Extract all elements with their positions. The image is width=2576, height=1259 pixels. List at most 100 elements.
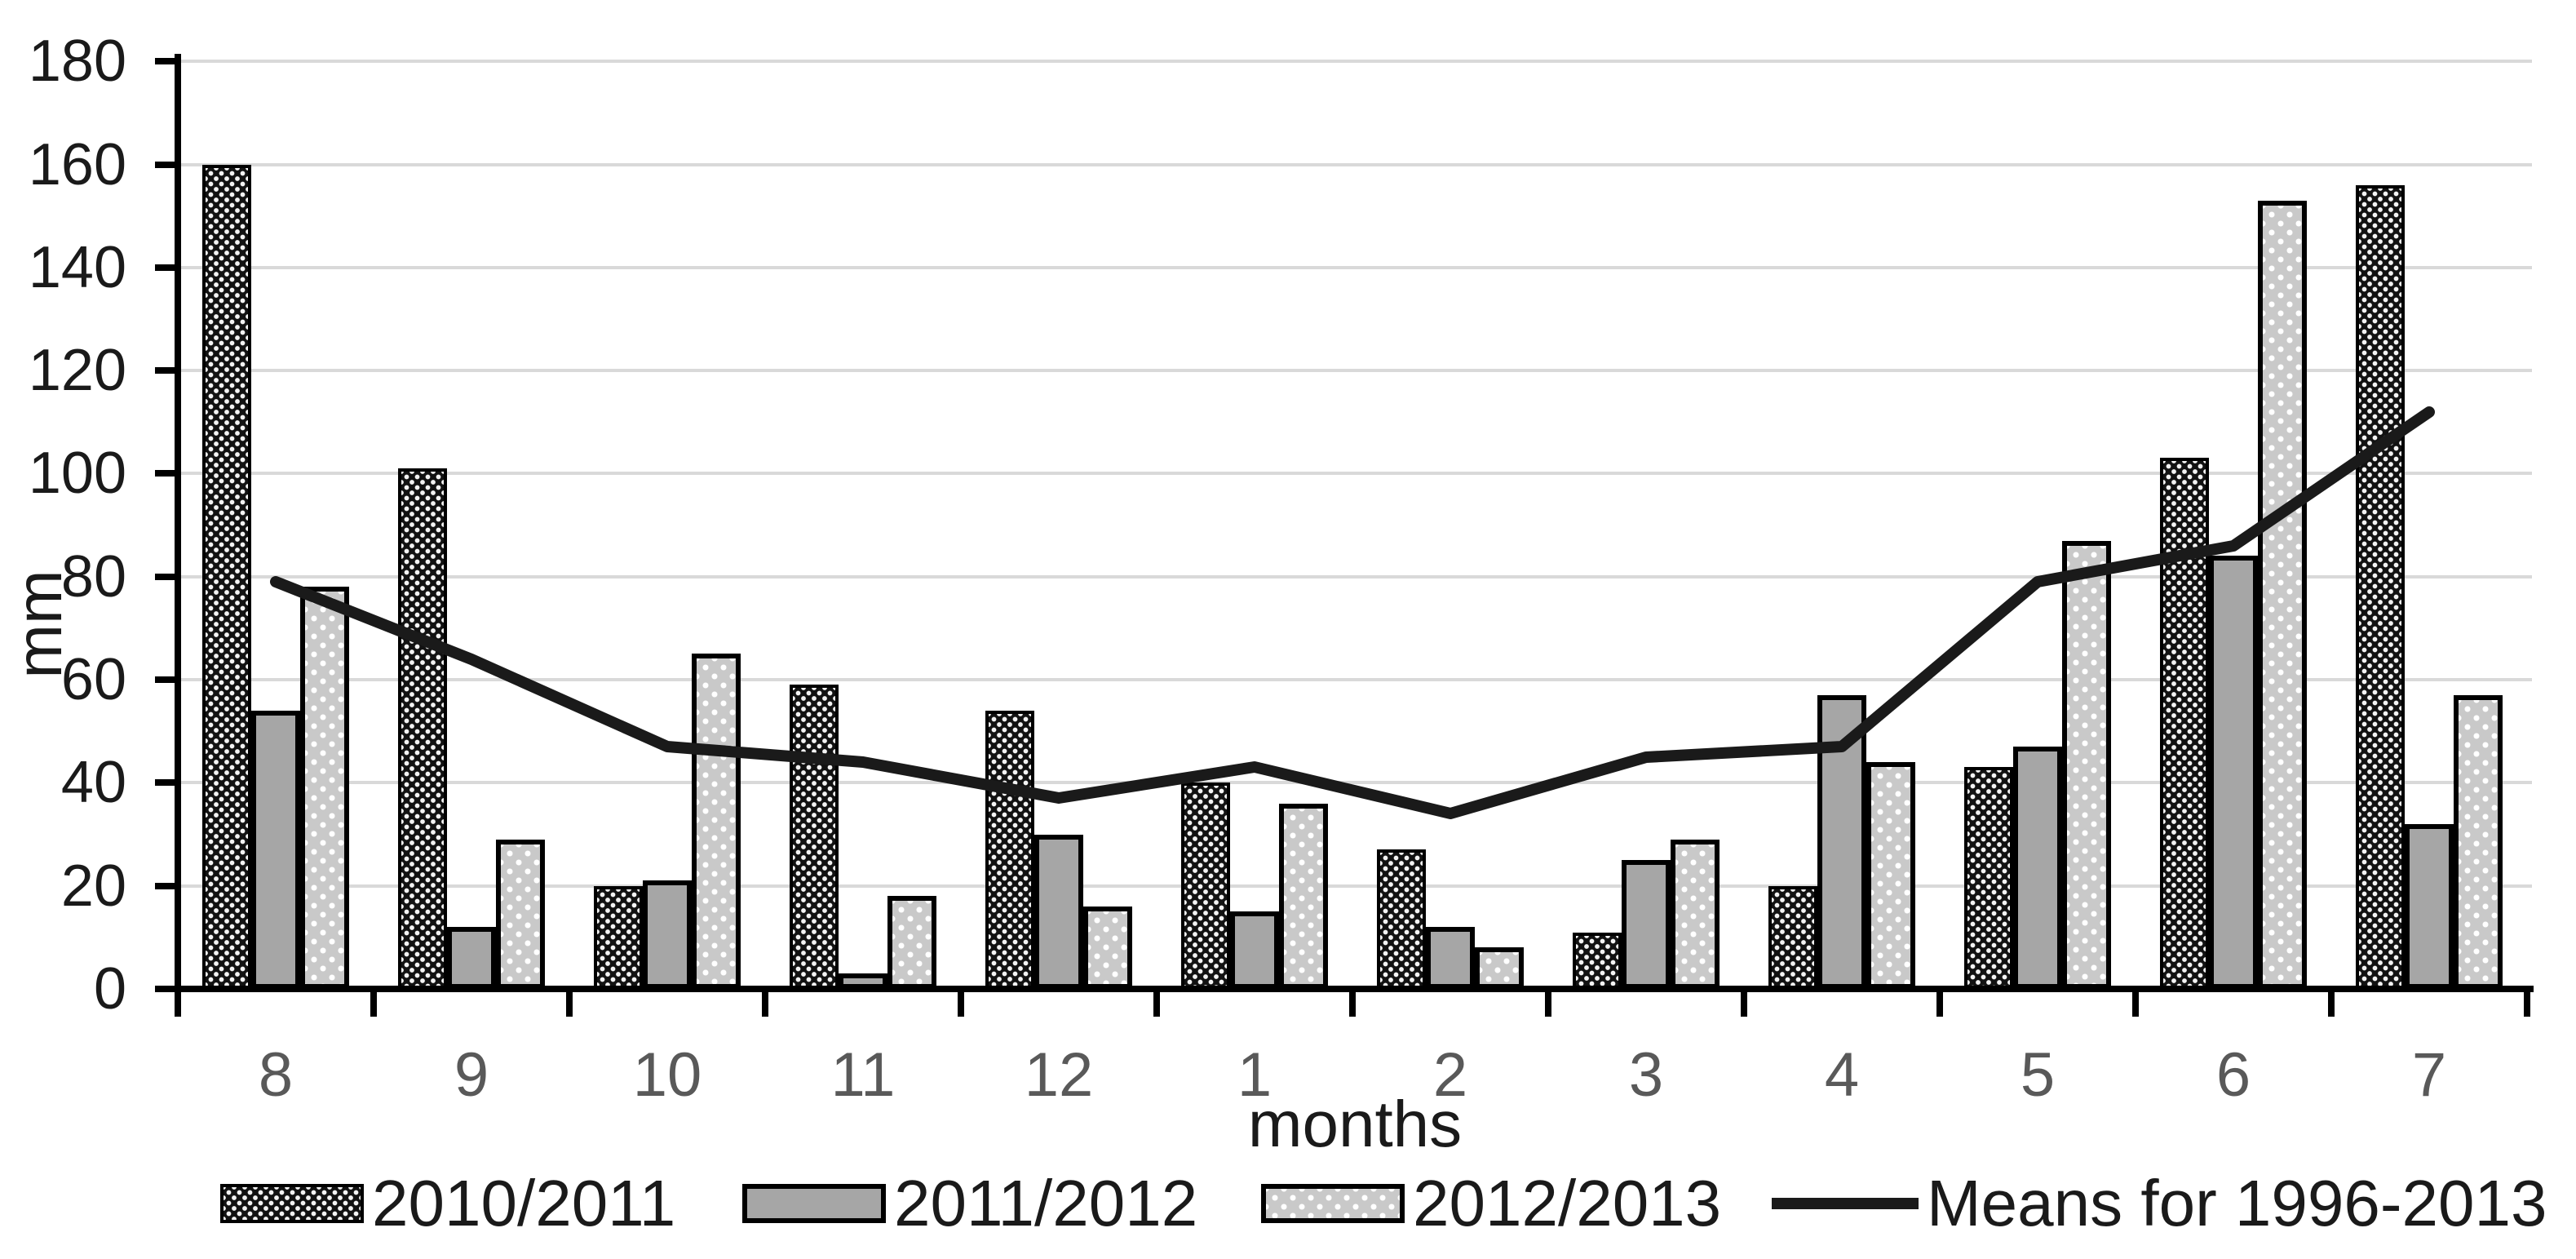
x-tick-label: 11 <box>830 1040 896 1110</box>
y-tick-label: 80 <box>60 544 126 610</box>
bar-2012-2013-month-9 <box>496 840 545 989</box>
bar-2012-2013-month-3 <box>1671 840 1720 989</box>
bar-2011-2012-month-11 <box>839 973 887 989</box>
x-tick <box>370 992 377 1017</box>
y-axis-line <box>175 54 181 992</box>
bar-2011-2012-month-10 <box>643 880 692 989</box>
legend-label: 2012/2013 <box>1413 1167 1722 1239</box>
x-tick-label: 8 <box>258 1040 294 1110</box>
x-tick <box>1153 992 1160 1017</box>
y-tick <box>155 58 178 64</box>
bar-2012-2013-month-11 <box>887 896 936 989</box>
x-tick <box>566 992 573 1017</box>
legend-swatch-light-dots <box>1261 1184 1405 1223</box>
gridline <box>181 369 2532 372</box>
x-tick-label: 1 <box>1237 1040 1273 1110</box>
legend-item-2012-2013: 2012/2013 <box>1261 1167 1721 1240</box>
bar-2010-2011-month-3 <box>1573 933 1622 989</box>
x-tick <box>2132 992 2139 1017</box>
x-tick-label: 7 <box>2411 1040 2447 1110</box>
x-tick <box>175 992 181 1017</box>
bar-2012-2013-month-1 <box>1279 804 1328 989</box>
bar-2012-2013-month-5 <box>2062 541 2111 989</box>
gridline <box>181 60 2532 63</box>
bar-2011-2012-month-2 <box>1426 927 1475 989</box>
bar-2012-2013-month-7 <box>2454 695 2503 989</box>
bar-2010-2011-month-7 <box>2356 185 2405 989</box>
bar-2012-2013-month-12 <box>1083 907 1132 989</box>
y-tick <box>155 676 178 683</box>
bar-2011-2012-month-8 <box>251 711 300 989</box>
x-tick-label: 9 <box>454 1040 489 1110</box>
bar-2011-2012-month-7 <box>2405 824 2454 989</box>
bar-2010-2011-month-10 <box>594 886 643 989</box>
bar-2010-2011-month-8 <box>202 165 251 989</box>
x-tick-label: 10 <box>632 1040 702 1110</box>
bar-2010-2011-month-5 <box>1964 767 2013 989</box>
x-tick <box>2524 992 2530 1017</box>
y-tick-label: 120 <box>28 338 126 403</box>
bar-2010-2011-month-12 <box>985 711 1034 989</box>
legend-swatch-solid-gray <box>742 1184 886 1223</box>
y-tick <box>155 162 178 168</box>
y-tick-label: 20 <box>60 853 126 919</box>
x-tick-label: 5 <box>2020 1040 2056 1110</box>
bar-2012-2013-month-4 <box>1866 762 1915 989</box>
legend-item-2011-2012: 2011/2012 <box>742 1167 1197 1240</box>
x-tick <box>1741 992 1747 1017</box>
x-axis-line <box>175 986 2534 992</box>
y-tick <box>155 470 178 477</box>
bar-2011-2012-month-5 <box>2013 747 2062 989</box>
x-tick <box>958 992 964 1017</box>
gridline <box>181 884 2532 888</box>
x-tick <box>1545 992 1551 1017</box>
bar-2011-2012-month-4 <box>1817 695 1866 989</box>
y-tick-label: 60 <box>60 647 126 712</box>
x-tick <box>1936 992 1943 1017</box>
y-tick-label: 180 <box>28 29 126 94</box>
legend-item-Means for 1996-2013: Means for 1996-2013 <box>1772 1167 2547 1240</box>
bar-2010-2011-month-9 <box>398 468 447 989</box>
bar-2012-2013-month-8 <box>300 587 349 989</box>
legend-label: 2011/2012 <box>894 1167 1198 1239</box>
x-tick-label: 2 <box>1432 1040 1468 1110</box>
x-tick-label: 3 <box>1628 1040 1664 1110</box>
legend-label: 2010/2011 <box>372 1167 676 1239</box>
y-tick-label: 160 <box>28 132 126 197</box>
x-tick <box>1349 992 1356 1017</box>
y-tick-label: 40 <box>60 750 126 815</box>
legend-item-2010-2011: 2010/2011 <box>220 1167 675 1240</box>
y-tick-label: 140 <box>28 235 126 300</box>
legend-line-swatch <box>1772 1198 1919 1209</box>
legend-label: Means for 1996-2013 <box>1927 1167 2547 1239</box>
y-tick <box>155 883 178 889</box>
bar-2010-2011-month-11 <box>790 685 839 989</box>
gridline <box>181 163 2532 166</box>
bar-2011-2012-month-9 <box>447 927 496 989</box>
bar-2010-2011-month-4 <box>1768 886 1817 989</box>
y-tick <box>155 574 178 580</box>
y-tick <box>155 367 178 374</box>
x-tick-label: 12 <box>1024 1040 1094 1110</box>
gridline <box>181 266 2532 269</box>
bar-2012-2013-month-10 <box>692 654 741 989</box>
x-tick <box>762 992 768 1017</box>
y-tick <box>155 264 178 271</box>
y-tick-label: 100 <box>28 441 126 506</box>
y-tick <box>155 986 178 992</box>
x-tick <box>2328 992 2335 1017</box>
x-axis-title: months <box>1247 1088 1463 1160</box>
x-tick-label: 6 <box>2215 1040 2251 1110</box>
legend-swatch-dark-dots <box>220 1184 364 1223</box>
y-tick-label: 0 <box>93 956 126 1022</box>
bar-2011-2012-month-12 <box>1034 835 1083 989</box>
x-tick-label: 4 <box>1824 1040 1860 1110</box>
bar-2011-2012-month-6 <box>2209 556 2258 989</box>
y-axis-title: mm <box>2 570 75 679</box>
bar-2010-2011-month-1 <box>1181 782 1230 989</box>
bar-2012-2013-month-2 <box>1475 947 1524 989</box>
bar-2011-2012-month-3 <box>1622 860 1671 989</box>
bar-2010-2011-month-6 <box>2160 458 2209 989</box>
bar-2012-2013-month-6 <box>2258 201 2307 989</box>
